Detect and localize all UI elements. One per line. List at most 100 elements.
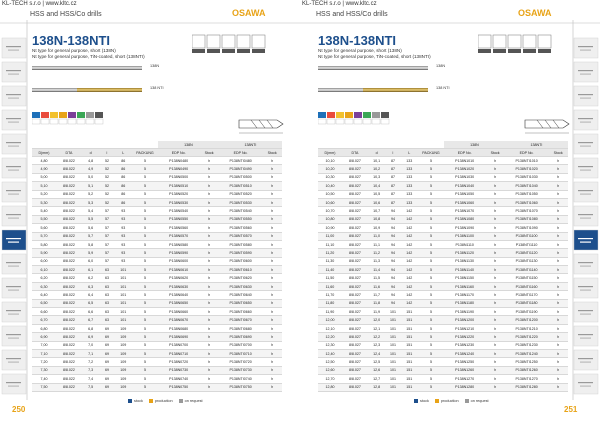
cell: 142 xyxy=(400,257,418,267)
cell: 8/8.027 xyxy=(341,307,368,317)
cell: 6,70 xyxy=(32,315,56,325)
cell: 12,2 xyxy=(367,332,386,342)
cell: h xyxy=(548,215,568,225)
section-title: HSS and HSS/Co drills xyxy=(30,11,102,18)
cell: h xyxy=(485,190,505,199)
table-row: 10,20 8/8.027 10,2 87 133 5 P138N1020 h P138NTI1… xyxy=(318,164,568,174)
tab-line xyxy=(8,145,19,147)
cell: h xyxy=(262,181,282,191)
cell: 8/8.022 xyxy=(55,341,82,351)
table-row: 6,50 8/8.022 6,5 63 101 5 P138N0650 h P138NTI065… xyxy=(32,299,282,309)
cell: 5 xyxy=(417,198,445,208)
sidebar-tab xyxy=(1,349,27,371)
cell: P138N1020 xyxy=(444,164,486,174)
cell: P138N1190 xyxy=(444,307,486,317)
cell: 12,7 xyxy=(367,374,386,384)
cell: 86 xyxy=(114,173,132,183)
sidebar-tab xyxy=(1,205,27,227)
cell: 7,0 xyxy=(81,341,100,351)
cell: 6,1 xyxy=(81,265,100,275)
column-name: d xyxy=(81,148,100,157)
cell: P138NTI0630 xyxy=(218,282,263,292)
material-cell xyxy=(86,112,94,118)
cell: 10,50 xyxy=(318,190,342,199)
table-row: 6,00 8/8.022 6,0 57 93 5 P138N0600 h P138NTI0600… xyxy=(32,257,282,267)
cell: P138NTI1030 xyxy=(504,173,549,183)
material-cell xyxy=(336,112,344,118)
drill-images xyxy=(318,66,428,92)
spec-icon xyxy=(478,34,492,49)
cell: P138NTI1210 xyxy=(504,324,549,334)
cell: P138NTI1100 xyxy=(504,232,549,241)
tab-line xyxy=(8,217,19,219)
cell: 109 xyxy=(114,366,132,376)
drill-outline xyxy=(524,119,570,129)
cell: 7,30 xyxy=(32,366,56,376)
legend-label: stock xyxy=(420,399,429,403)
cell: 151 xyxy=(400,307,418,317)
cell: P138NTI1070 xyxy=(504,206,549,216)
cell: 101 xyxy=(385,383,401,392)
cell: 5 xyxy=(131,265,159,275)
tab-line xyxy=(578,142,593,144)
cell: 8/8.027 xyxy=(341,156,368,166)
cell: 8/8.027 xyxy=(341,232,368,241)
cell: h xyxy=(485,307,505,317)
cell: 5 xyxy=(131,383,159,392)
sidebar-tab xyxy=(1,325,27,347)
cell: h xyxy=(199,232,219,241)
material-cell-blank xyxy=(318,118,327,125)
cell: P138N1140 xyxy=(444,265,486,275)
cell: h xyxy=(485,324,505,334)
cell: P138N1240 xyxy=(444,349,486,359)
tab-line xyxy=(578,94,593,96)
cell: h xyxy=(199,349,219,359)
cell: P138N0540 xyxy=(158,206,200,216)
cell: 5,80 xyxy=(32,240,56,250)
spec-icon xyxy=(522,34,537,49)
cell: 109 xyxy=(114,383,132,392)
cell: 5 xyxy=(131,341,159,351)
sidebar-tab xyxy=(573,181,599,203)
material-cell xyxy=(327,112,335,118)
cell: P138NTI0670 xyxy=(218,315,263,325)
material-cell xyxy=(59,112,67,118)
tab-line xyxy=(6,334,21,336)
tab-line xyxy=(6,358,21,360)
cell: 5 xyxy=(131,282,159,292)
cell: h xyxy=(485,273,505,283)
cell: h xyxy=(485,173,505,183)
sidebar-tab xyxy=(1,301,27,323)
cell: 151 xyxy=(400,332,418,342)
cell: 8/8.027 xyxy=(341,190,368,199)
cell: h xyxy=(548,307,568,317)
cell: 94 xyxy=(385,232,401,241)
column-name: L xyxy=(400,148,418,157)
spec-icon-band xyxy=(538,49,551,53)
column-name: PACKUNG xyxy=(131,148,159,157)
column-name: l xyxy=(99,148,115,157)
cell: P138NTI0680 xyxy=(218,324,263,334)
spec-icon xyxy=(221,34,236,49)
tab-line xyxy=(578,190,593,192)
cell: 109 xyxy=(114,357,132,367)
cell: P138NTI0730 xyxy=(218,366,263,376)
cell: h xyxy=(548,240,568,250)
cell: 7,3 xyxy=(81,366,100,376)
cell: 5 xyxy=(131,156,159,166)
cell: P138N0730 xyxy=(158,366,200,376)
spec-icon xyxy=(507,34,522,49)
cell: P138N1260 xyxy=(444,366,486,376)
cell: 12,80 xyxy=(318,383,342,392)
cell: P138NTI1280 xyxy=(504,383,549,392)
table-row: 7,20 8/8.022 7,2 69 109 5 P138N0720 h P138NTI072… xyxy=(32,357,282,367)
sidebar-tab xyxy=(1,277,27,299)
cell: h xyxy=(548,173,568,183)
cell: h xyxy=(262,223,282,233)
cell: 8/8.022 xyxy=(55,248,82,258)
cell: 8/8.022 xyxy=(55,206,82,216)
cell: 5 xyxy=(417,299,445,309)
column-name: EDP No. xyxy=(444,148,486,157)
column-name: EDP No. xyxy=(218,148,263,157)
table-row: 11,30 8/8.027 11,3 94 142 5 P138N1130 h P138NTI1… xyxy=(318,257,568,267)
